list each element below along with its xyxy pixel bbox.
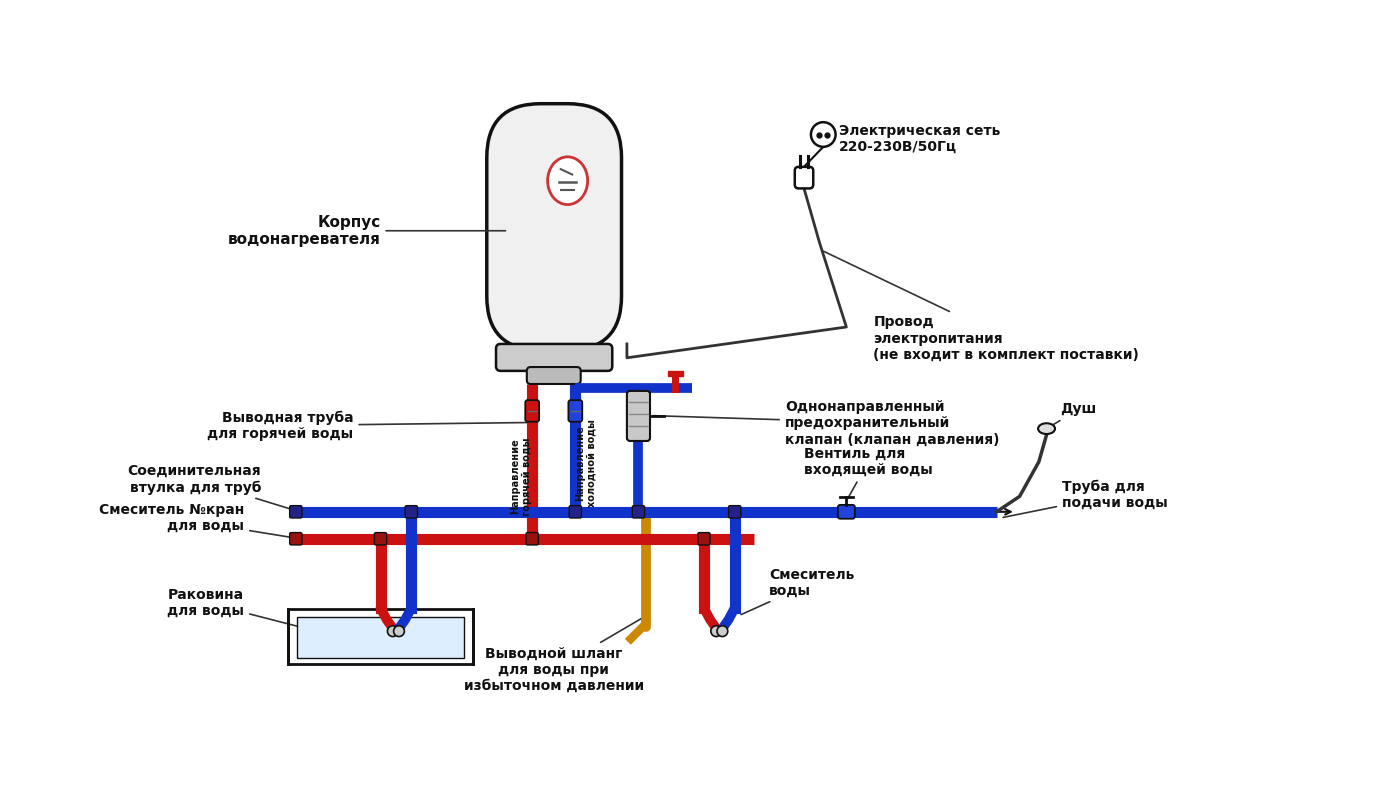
FancyBboxPatch shape: [526, 533, 538, 545]
Bar: [298, 617, 464, 658]
FancyBboxPatch shape: [406, 506, 418, 518]
Circle shape: [811, 122, 836, 147]
Bar: [288, 609, 473, 664]
Text: Направление
холодной воды: Направление холодной воды: [576, 419, 597, 507]
Text: Выводная труба
для горячей воды: Выводная труба для горячей воды: [208, 410, 530, 441]
Text: Провод
электропитания
(не входит в комплект поставки): Провод электропитания (не входит в компл…: [823, 251, 1139, 362]
Text: Электрическая сеть
220-230В/50Гц: Электрическая сеть 220-230В/50Гц: [839, 124, 1001, 154]
FancyBboxPatch shape: [632, 506, 645, 518]
FancyBboxPatch shape: [794, 167, 814, 188]
FancyBboxPatch shape: [569, 506, 581, 518]
Text: Выводной шланг
для воды при
избыточном давлении: Выводной шланг для воды при избыточном д…: [464, 617, 644, 693]
FancyBboxPatch shape: [527, 367, 581, 384]
FancyBboxPatch shape: [526, 400, 540, 422]
Text: Смеситель №кран
для воды: Смеситель №кран для воды: [100, 503, 298, 538]
FancyBboxPatch shape: [374, 533, 386, 545]
FancyBboxPatch shape: [698, 533, 710, 545]
Text: Однонаправленный
предохранительный
клапан (клапан давления): Однонаправленный предохранительный клапа…: [653, 400, 999, 446]
Circle shape: [393, 626, 404, 637]
Circle shape: [388, 626, 399, 637]
FancyBboxPatch shape: [289, 506, 302, 518]
FancyBboxPatch shape: [840, 506, 853, 518]
FancyBboxPatch shape: [569, 400, 583, 422]
FancyBboxPatch shape: [837, 505, 855, 518]
Ellipse shape: [548, 157, 588, 205]
Circle shape: [717, 626, 728, 637]
Text: Направление
горячей воды: Направление горячей воды: [511, 437, 533, 516]
FancyBboxPatch shape: [627, 391, 650, 441]
FancyBboxPatch shape: [728, 506, 740, 518]
Text: Душ: Душ: [1049, 402, 1096, 427]
FancyBboxPatch shape: [487, 104, 621, 350]
Text: Раковина
для воды: Раковина для воды: [167, 587, 332, 635]
FancyBboxPatch shape: [289, 533, 302, 545]
FancyBboxPatch shape: [495, 344, 612, 371]
Text: Смеситель
воды: Смеситель воды: [740, 567, 855, 614]
Bar: [667, 371, 684, 375]
Ellipse shape: [1038, 423, 1055, 434]
Text: Соединительная
втулка для труб: Соединительная втулка для труб: [127, 464, 298, 511]
Text: Труба для
подачи воды: Труба для подачи воды: [1003, 480, 1168, 518]
Text: Корпус
водонагревателя: Корпус водонагревателя: [227, 214, 505, 247]
Text: Вентиль для
входящей воды: Вентиль для входящей воды: [804, 446, 933, 498]
Circle shape: [711, 626, 721, 637]
